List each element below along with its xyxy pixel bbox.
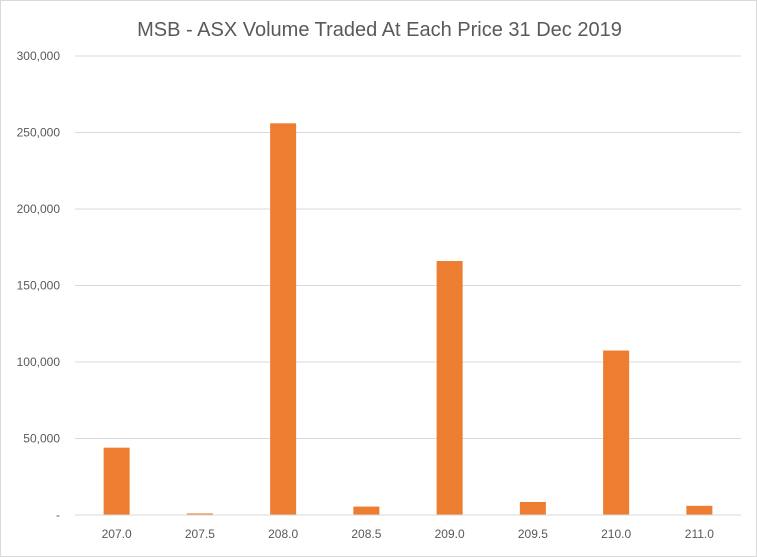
y-tick-label: - bbox=[56, 508, 60, 522]
y-tick-label: 100,000 bbox=[17, 355, 61, 369]
x-tick-label: 207.0 bbox=[102, 527, 132, 541]
x-tick-label: 210.0 bbox=[601, 527, 631, 541]
y-axis: - 50,000 100,000 150,000 200,000 250,000 300,0… bbox=[17, 49, 61, 522]
bar-207.5 bbox=[186, 513, 213, 515]
x-tick-label: 207.5 bbox=[185, 527, 215, 541]
bar-208.5 bbox=[353, 506, 380, 515]
y-tick-label: 50,000 bbox=[23, 432, 60, 446]
bar-210.0 bbox=[603, 350, 630, 515]
bar-207.0 bbox=[103, 447, 130, 515]
x-tick-label: 209.0 bbox=[435, 527, 465, 541]
bar-209.5 bbox=[519, 501, 546, 515]
chart-title: MSB - ASX Volume Traded At Each Price 31… bbox=[137, 19, 622, 41]
y-tick-label: 250,000 bbox=[17, 126, 61, 140]
bar-211.0 bbox=[686, 505, 713, 515]
gridlines bbox=[75, 55, 741, 439]
y-tick-label: 200,000 bbox=[17, 202, 61, 216]
bar-208.0 bbox=[270, 123, 297, 515]
bar-209.0 bbox=[436, 261, 463, 515]
x-axis: 207.0 207.5 208.0 208.5 209.0 209.5 210.0 211.0 bbox=[102, 527, 715, 541]
y-tick-label: 150,000 bbox=[17, 279, 61, 293]
x-tick-label: 208.5 bbox=[351, 527, 381, 541]
x-tick-label: 211.0 bbox=[685, 527, 714, 541]
x-tick-label: 209.5 bbox=[518, 527, 548, 541]
x-tick-label: 208.0 bbox=[268, 527, 298, 541]
bars bbox=[103, 123, 713, 515]
y-tick-label: 300,000 bbox=[17, 49, 61, 63]
